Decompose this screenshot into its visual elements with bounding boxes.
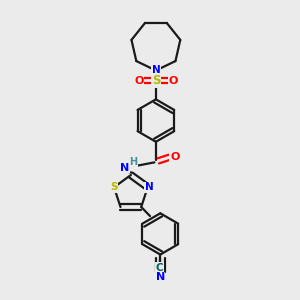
Text: O: O: [170, 152, 179, 162]
Text: N: N: [120, 163, 130, 173]
Text: N: N: [152, 65, 160, 76]
Text: S: S: [152, 74, 160, 87]
Text: N: N: [156, 272, 165, 282]
Text: S: S: [110, 182, 118, 192]
Text: O: O: [134, 76, 143, 86]
Text: C: C: [156, 263, 164, 273]
Text: N: N: [145, 182, 154, 192]
Text: N: N: [152, 65, 160, 76]
Text: H: H: [129, 158, 137, 167]
Text: O: O: [168, 76, 178, 86]
